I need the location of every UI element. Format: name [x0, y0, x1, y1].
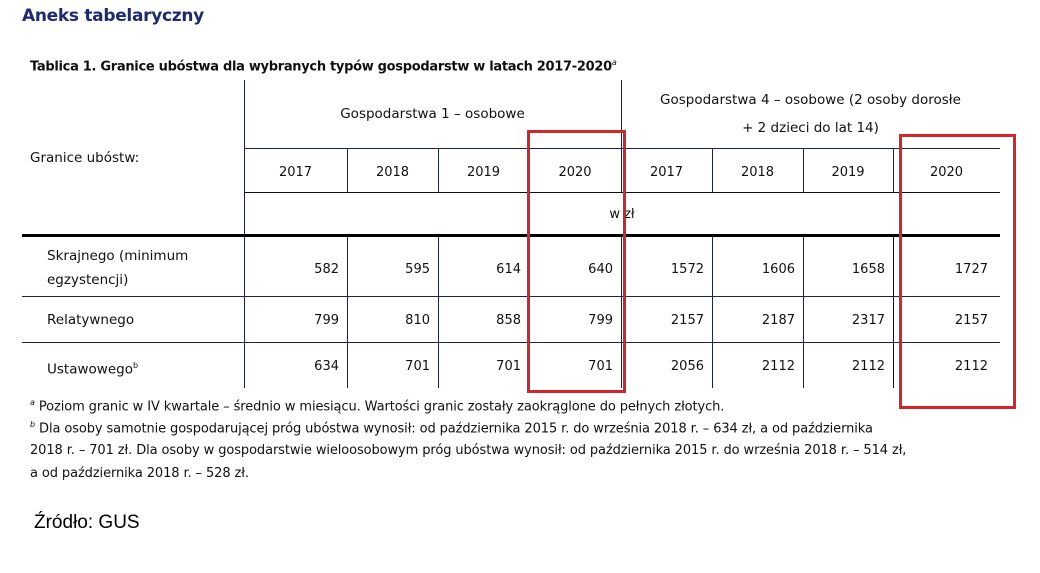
table-cell: 2157 [670, 312, 704, 328]
group-header-line1: Gospodarstwa 4 – osobowe (2 osoby dorosł… [660, 92, 961, 108]
title-footnote-mark: a [611, 58, 617, 67]
footnote-b-line3: a od października 2018 r. – 528 zł. [30, 466, 249, 481]
table-cell: 858 [496, 312, 521, 328]
row-label-line2: egzystencji) [47, 272, 129, 288]
grid-line [712, 236, 713, 388]
table-title: Tablica 1. Granice ubóstwa dla wybranych… [30, 58, 617, 75]
table-cell: 810 [405, 312, 430, 328]
grid-line [347, 236, 348, 388]
table-cell: 640 [588, 261, 613, 277]
header-separator [22, 234, 1000, 237]
table-cell: 634 [314, 358, 339, 374]
year-header: 2017 [278, 164, 313, 180]
footnote-text: Poziom granic w IV kwartale – średnio w … [38, 399, 725, 415]
row-label-relative: Relatywnego [47, 312, 135, 328]
row-header-label: Granice ubóstw: [30, 149, 140, 166]
grid-line [803, 236, 804, 388]
grid-line [347, 148, 348, 192]
highlight-box-1-person-2020 [527, 130, 626, 393]
table-cell: 1727 [954, 261, 988, 277]
table-cell: 2112 [851, 358, 885, 374]
table-cell: 2112 [954, 358, 988, 374]
table-cell: 1658 [851, 261, 885, 277]
table-cell: 1572 [670, 261, 704, 277]
year-header: 2020 [929, 164, 964, 180]
year-header: 2020 [558, 164, 592, 180]
year-header: 2019 [831, 164, 865, 180]
footnote-mark: b [30, 420, 35, 429]
grid-line [438, 236, 439, 388]
grid-line [712, 148, 713, 192]
footnote-a: a Poziom granic w IV kwartale – średnio … [30, 392, 724, 418]
footnote-mark: a [30, 398, 35, 407]
year-header: 2018 [375, 164, 410, 180]
row-label-line1: Skrajnego (minimum [47, 248, 189, 264]
grid-line [244, 148, 1000, 149]
unit-label: w zł [609, 206, 635, 222]
footnote-text: Dla osoby samotnie gospodarującej próg u… [39, 421, 873, 437]
table-cell: 701 [588, 358, 613, 374]
footnote-b: b Dla osoby samotnie gospodarującej próg… [30, 414, 873, 440]
table-cell: 1606 [761, 261, 795, 277]
table-cell: 614 [496, 261, 521, 277]
highlight-box-4-person-2020 [899, 134, 1016, 409]
annex-title: Aneks tabelaryczny [22, 6, 204, 26]
row-label-text: Ustawowego [47, 361, 133, 378]
year-header: 2019 [466, 164, 501, 180]
group-header-line2: + 2 dzieci do lat 14) [742, 120, 879, 136]
footnote-mark: b [132, 361, 139, 370]
grid-line [621, 236, 622, 388]
grid-line [621, 80, 622, 192]
grid-line [438, 148, 439, 192]
grid-line [22, 342, 1000, 343]
table-cell: 2056 [670, 358, 704, 374]
table-cell: 582 [314, 261, 339, 277]
grid-line [893, 148, 894, 192]
table-cell: 701 [496, 358, 521, 374]
source-label: Źródło: GUS [34, 512, 140, 533]
year-header: 2018 [740, 164, 775, 180]
table-cell: 799 [314, 312, 339, 328]
table-cell: 595 [405, 261, 430, 277]
row-label-extreme: Skrajnego (minimum egzystencji) [47, 244, 188, 292]
table-cell: 2112 [761, 358, 795, 374]
table-cell: 2157 [954, 312, 988, 328]
grid-line [803, 148, 804, 192]
table-cell: 2317 [851, 312, 885, 328]
group-header-1-person: Gospodarstwa 1 – osobowe [340, 106, 525, 122]
row-label-statutory: Ustawowegob [47, 354, 138, 382]
table-cell: 799 [588, 312, 613, 328]
grid-line [244, 192, 1000, 193]
table-title-text: Tablica 1. Granice ubóstwa dla wybranych… [30, 59, 612, 75]
table-cell: 2187 [761, 312, 795, 328]
footnote-b-line2: 2018 r. – 701 zł. Dla osoby w gospodarst… [30, 443, 907, 458]
grid-line [893, 236, 894, 388]
year-header: 2017 [649, 164, 684, 180]
group-header-4-person: Gospodarstwa 4 – osobowe (2 osoby dorosł… [621, 80, 1000, 148]
table-cell: 701 [405, 358, 430, 374]
grid-line [22, 296, 1000, 297]
